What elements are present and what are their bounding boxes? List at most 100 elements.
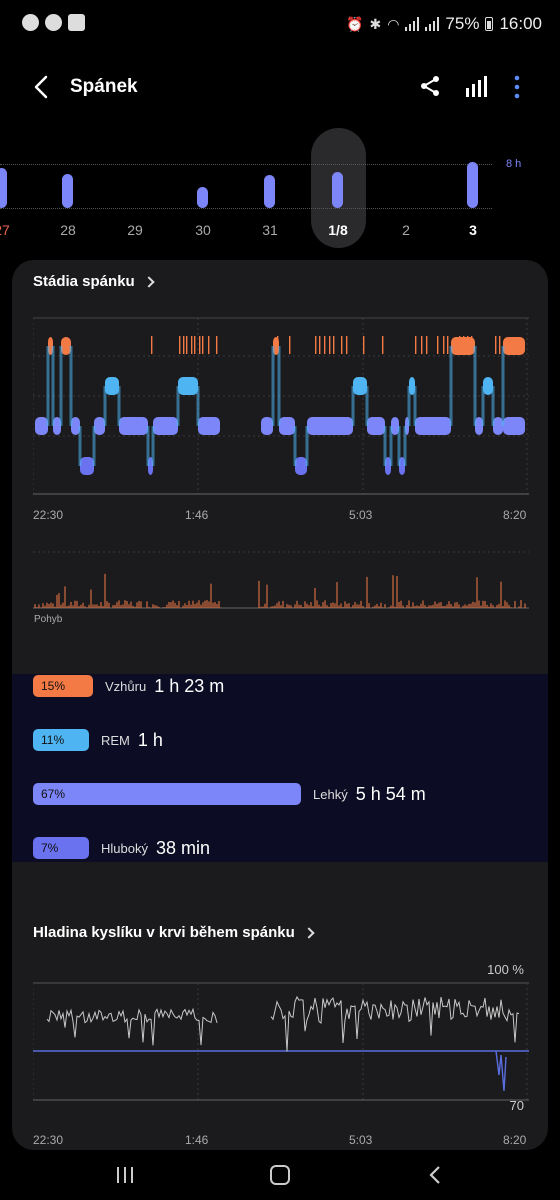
chevron-right-icon	[143, 275, 155, 288]
day-item[interactable]: 29	[105, 128, 165, 248]
stage-name: Vzhůru	[105, 678, 147, 694]
time-label: 22:30	[33, 1133, 64, 1147]
bluetooth-icon: ✱	[369, 15, 382, 32]
stage-segment-light	[119, 417, 148, 435]
day-sleep-bar	[0, 167, 7, 208]
oxygen-min-label: 70	[509, 1098, 524, 1113]
stage-segment-rem	[483, 377, 493, 395]
time-label: 5:03	[349, 508, 373, 522]
time-label: 1:46	[185, 508, 209, 522]
status-bar: ⏰ ✱ ◠ 75% 16:00	[0, 0, 560, 50]
stage-segment-rem	[178, 377, 198, 395]
awake-tick	[467, 336, 469, 354]
awake-tick	[346, 336, 348, 354]
awake-tick	[495, 336, 497, 354]
awake-tick	[202, 336, 204, 354]
stage-segment-awake	[503, 337, 525, 355]
stage-transition	[389, 426, 393, 466]
stage-segment-awake	[61, 337, 71, 355]
day-sleep-bar	[62, 173, 73, 208]
stage-segment-light	[35, 417, 48, 435]
awake-tick	[329, 336, 331, 354]
stage-name: Hluboký	[101, 840, 148, 856]
back-arrow-icon[interactable]	[30, 73, 54, 101]
stage-segment-deep	[80, 457, 94, 475]
stage-duration: 1 h	[137, 729, 163, 750]
stage-transition	[69, 346, 73, 426]
app-bar: Spánek	[0, 62, 560, 112]
gallery-icon	[68, 14, 85, 31]
stage-transition	[146, 426, 150, 466]
stage-name: Lehký	[313, 786, 348, 802]
battery-icon	[485, 17, 494, 31]
clock: 16:00	[499, 14, 542, 33]
day-item[interactable]: 3	[443, 128, 503, 248]
time-label: 1:46	[185, 1133, 209, 1147]
navigation-bar	[0, 1150, 560, 1200]
motion-chart	[33, 551, 529, 609]
messenger-icon	[45, 14, 62, 31]
share-icon[interactable]	[418, 74, 442, 98]
stage-transition	[78, 426, 82, 466]
awake-tick	[194, 336, 196, 354]
stage-duration: 38 min	[155, 837, 210, 858]
stage-segment-light	[261, 417, 273, 435]
motion-spikes	[34, 573, 526, 608]
stage-percent-bar: 67%	[33, 783, 301, 805]
awake-tick	[186, 336, 188, 354]
day-item[interactable]: 2	[376, 128, 436, 248]
stage-transition	[117, 386, 121, 426]
stage-transition	[397, 426, 401, 466]
more-options-icon[interactable]	[508, 74, 526, 100]
day-label: 28	[60, 222, 76, 238]
stage-duration: 5 h 54 m	[355, 783, 426, 804]
blood-oxygen-title-text: Hladina kyslíku v krvi během spánku	[33, 924, 295, 941]
stage-segment-rem	[353, 377, 367, 395]
stage-duration: 1 h 23 m	[154, 675, 225, 696]
stage-transition	[51, 346, 55, 426]
blood-oxygen-chart	[33, 982, 529, 1101]
stage-transition	[59, 346, 63, 426]
blood-oxygen-title[interactable]: Hladina kyslíku v krvi během spánku	[33, 924, 315, 941]
stage-row: 7% Hluboký 38 min	[33, 836, 210, 860]
stage-transition	[351, 386, 355, 426]
day-item[interactable]: 27	[0, 128, 32, 248]
home-icon[interactable]	[270, 1165, 290, 1185]
stage-transition	[473, 346, 477, 426]
goal-label: 8 h	[506, 158, 522, 170]
awake-tick	[459, 336, 461, 354]
awake-tick	[208, 336, 210, 354]
oxygen-max-label: 100 %	[487, 962, 524, 977]
stage-transition	[407, 386, 411, 426]
awake-tick	[179, 336, 181, 354]
stage-segment-light	[475, 417, 483, 435]
day-sleep-bar	[332, 171, 343, 208]
day-label: 2	[402, 222, 410, 238]
stage-transition	[151, 426, 155, 466]
stage-segment-deep	[295, 457, 307, 475]
day-item[interactable]: 31	[240, 128, 300, 248]
stage-segment-light	[71, 417, 80, 435]
motion-label: Pohyb	[34, 614, 63, 625]
day-item[interactable]: 30	[173, 128, 233, 248]
awake-tick	[447, 336, 449, 354]
stage-transition	[271, 346, 275, 426]
time-label: 5:03	[349, 1133, 373, 1147]
stage-segment-light	[153, 417, 178, 435]
day-item[interactable]: 1/8	[308, 128, 368, 248]
sleep-stage-chart	[33, 317, 529, 495]
recent-apps-icon[interactable]	[115, 1166, 135, 1184]
time-label: 8:20	[503, 508, 527, 522]
day-label: 27	[0, 222, 10, 238]
day-item[interactable]: 28	[38, 128, 98, 248]
day-label: 3	[469, 222, 477, 238]
awake-tick	[421, 336, 423, 354]
signal-2-icon	[425, 17, 440, 31]
awake-tick	[151, 336, 153, 354]
awake-tick	[191, 336, 193, 354]
awake-tick	[341, 336, 343, 354]
nav-back-icon[interactable]	[428, 1166, 442, 1184]
bar-chart-icon[interactable]	[463, 74, 489, 98]
stage-transition	[196, 386, 200, 426]
sleep-stages-title[interactable]: Stádia spánku	[33, 273, 155, 290]
